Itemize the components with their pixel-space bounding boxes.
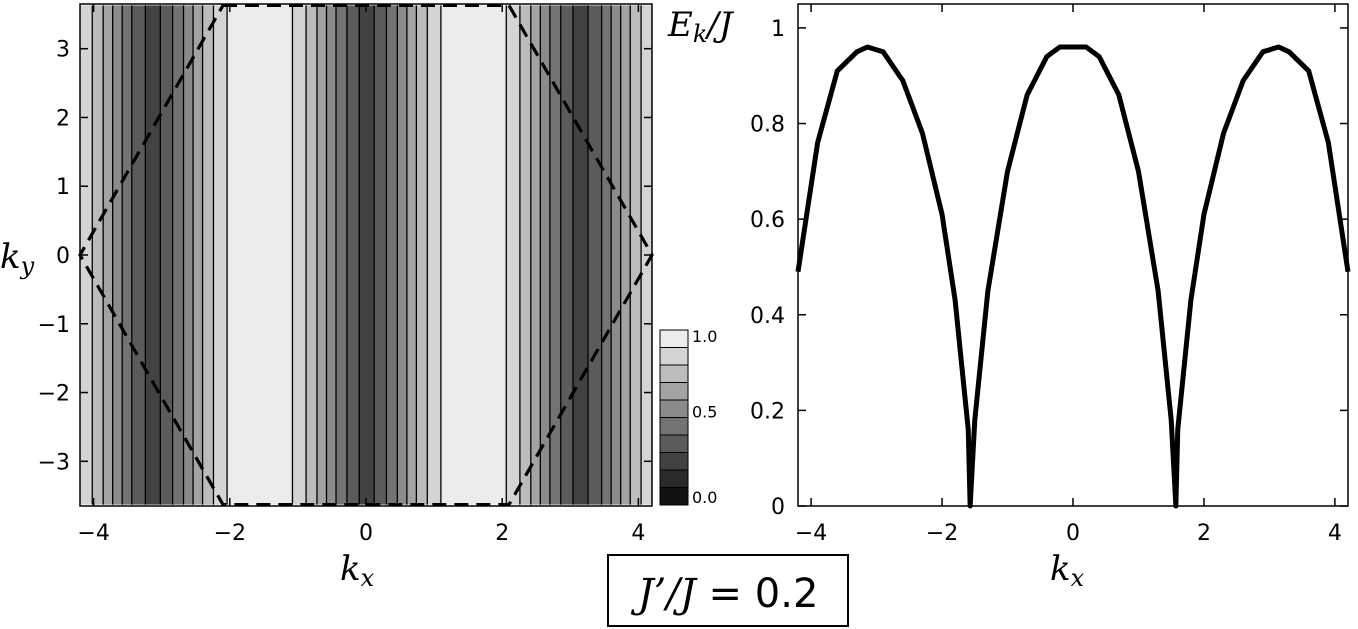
line-y-tick-label: 0.2 — [750, 399, 785, 424]
colorbar-segment — [659, 329, 689, 348]
colorbar-segment — [659, 347, 689, 366]
parameter-label: J’/J = 0.2 — [631, 571, 819, 617]
colorbar-segment — [659, 487, 689, 506]
line-y-tick-label: 1 — [771, 17, 785, 42]
contour-band — [160, 5, 173, 505]
colorbar-tick-label: 0.5 — [692, 403, 717, 422]
contour-band — [620, 5, 631, 505]
contour-band — [346, 5, 360, 505]
contour-x-tick-label: −4 — [77, 521, 109, 546]
contour-band — [145, 5, 161, 505]
contour-band — [306, 5, 318, 505]
colorbar — [659, 329, 689, 506]
line-y-axis-label: Ek/J — [667, 5, 735, 48]
contour-bands — [80, 5, 653, 505]
contour-y-tick-label: 0 — [56, 244, 70, 269]
contour-band — [193, 5, 203, 505]
contour-band — [519, 5, 532, 505]
colorbar-tick-label: 0.0 — [692, 488, 717, 507]
colorbar-segment — [659, 452, 689, 471]
parameter-box: J’/J = 0.2 — [607, 554, 849, 627]
contour-y-tick-label: 1 — [56, 175, 70, 200]
contour-y-axis-label: ky — [0, 237, 35, 280]
contour-band — [440, 5, 507, 505]
contour-x-tick-label: −2 — [214, 521, 246, 546]
contour-band — [202, 5, 214, 505]
contour-band — [406, 5, 417, 505]
contour-y-tick-label: 2 — [56, 106, 70, 131]
contour-band — [549, 5, 562, 505]
contour-band — [601, 5, 612, 505]
colorbar-segment — [659, 399, 689, 418]
contour-x-tick-label: 4 — [631, 521, 645, 546]
colorbar-segment — [659, 434, 689, 453]
contour-band — [573, 5, 589, 505]
colorbar-segment — [659, 469, 689, 488]
line-x-tick-label: −4 — [795, 521, 827, 546]
line-y-tick-label: 0.4 — [750, 304, 785, 329]
contour-band — [560, 5, 574, 505]
contour-x-tick-label: 0 — [359, 521, 373, 546]
line-x-tick-label: 0 — [1066, 521, 1080, 546]
contour-band — [112, 5, 123, 505]
contour-band — [416, 5, 428, 505]
contour-band — [630, 5, 642, 505]
contour-band — [386, 5, 398, 505]
contour-y-tick-label: −1 — [38, 313, 70, 338]
line-x-axis-label: kx — [1050, 549, 1085, 592]
contour-y-ticks: 3 2 1 0 −1 −2 −3 — [38, 38, 652, 475]
colorbar-ticks: 1.0 0.5 0.0 — [692, 327, 717, 507]
line-x-ticks: −4 −2 0 2 4 — [795, 4, 1342, 546]
contour-band — [374, 5, 387, 505]
colorbar-segment — [659, 382, 689, 401]
contour-band — [427, 5, 442, 505]
line-y-tick-label: 0.6 — [750, 208, 785, 233]
line-plot-frame — [797, 3, 1349, 507]
contour-x-axis-label: kx — [340, 549, 375, 592]
contour-band — [397, 5, 408, 505]
line-x-tick-label: 2 — [1197, 521, 1211, 546]
line-x-tick-label: 4 — [1328, 521, 1342, 546]
colorbar-segment — [659, 417, 689, 436]
contour-band — [530, 5, 541, 505]
contour-band — [506, 5, 521, 505]
parameter-lhs: J’/J — [631, 571, 698, 617]
contour-band — [316, 5, 327, 505]
line-plot-panel: −4 −2 0 2 4 1 0.8 0.6 0.4 0.2 0 kx Ek/J — [667, 3, 1351, 592]
line-y-tick-label: 0.8 — [750, 113, 785, 138]
line-y-ticks: 1 0.8 0.6 0.4 0.2 0 — [750, 17, 1348, 520]
contour-y-tick-label: −3 — [38, 450, 70, 475]
contour-band — [103, 5, 113, 505]
colorbar-segment — [659, 364, 689, 383]
contour-band — [587, 5, 602, 505]
contour-plot-panel: −4 −2 0 2 4 3 2 1 0 −1 −2 −3 kx ky 1.0 0.5 0.0 — [0, 3, 717, 592]
contour-band — [227, 5, 293, 505]
parameter-rhs: 0.2 — [755, 571, 819, 617]
colorbar-tick-label: 1.0 — [692, 327, 717, 346]
contour-band — [359, 5, 375, 505]
contour-band — [326, 5, 337, 505]
contour-band — [336, 5, 348, 505]
contour-band — [540, 5, 551, 505]
line-series-layer — [795, 44, 1351, 509]
contour-band — [172, 5, 184, 505]
contour-y-tick-label: −2 — [38, 382, 70, 407]
line-x-tick-label: −2 — [926, 521, 958, 546]
contour-band — [183, 5, 194, 505]
contour-x-ticks: −4 −2 0 2 4 — [77, 4, 645, 546]
contour-band — [122, 5, 133, 505]
contour-band — [131, 5, 146, 505]
contour-x-tick-label: 2 — [495, 521, 509, 546]
dispersion-curve — [795, 44, 1351, 509]
contour-band — [292, 5, 307, 505]
contour-band — [92, 5, 104, 505]
line-y-tick-label: 0 — [771, 495, 785, 520]
contour-y-tick-label: 3 — [56, 38, 70, 63]
parameter-box-frame — [607, 554, 849, 627]
contour-band — [611, 5, 621, 505]
contour-band — [213, 5, 228, 505]
